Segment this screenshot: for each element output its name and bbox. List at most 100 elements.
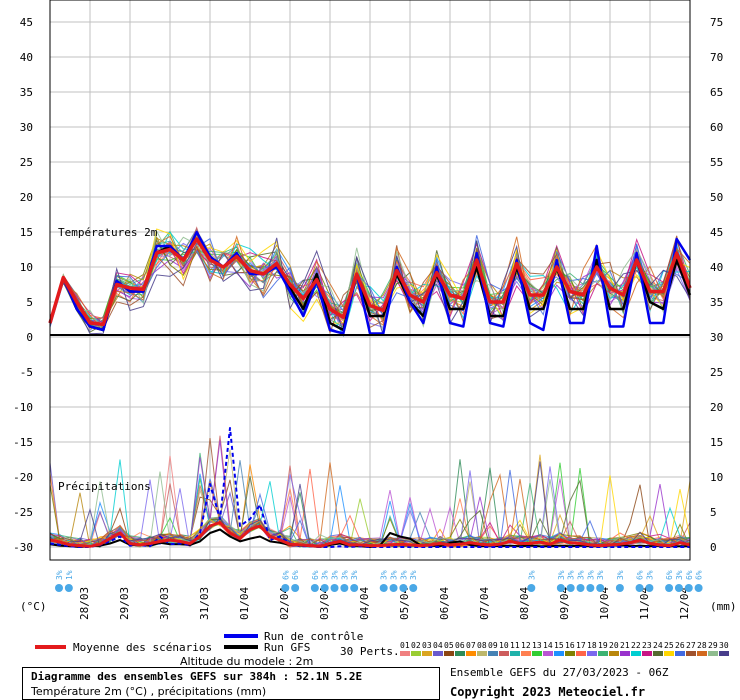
snow-marker: 3% xyxy=(645,570,654,592)
perturbation-temp-line xyxy=(49,249,691,327)
pert-legend-swatch xyxy=(455,651,465,656)
pert-legend-swatch xyxy=(499,651,509,656)
snow-marker: 6% xyxy=(684,570,694,592)
pert-legend-label: 14 xyxy=(543,641,553,650)
pert-legend-swatch xyxy=(466,651,476,656)
snow-marker: 6% xyxy=(635,570,645,592)
pert-legend-swatch xyxy=(411,651,421,656)
left-tick-label: 10 xyxy=(20,261,33,274)
snow-marker: 3% xyxy=(596,570,605,592)
date-label: 06/04 xyxy=(438,587,451,620)
snow-flake-icon xyxy=(556,584,565,592)
precipitation-label: Précipitations xyxy=(58,480,151,493)
pert-legend-swatch xyxy=(510,651,520,656)
snow-marker: 1% xyxy=(64,570,74,592)
pert-legend-label: 26 xyxy=(675,641,685,650)
ensemble-date: Ensemble GEFS du 27/03/2023 - 06Z xyxy=(450,666,669,679)
pert-legend-swatch xyxy=(400,651,410,656)
snow-flake-icon xyxy=(527,584,536,592)
snow-marker: 3% xyxy=(350,570,359,592)
pert-legend-swatch xyxy=(686,651,696,656)
snow-flake-icon xyxy=(64,584,73,592)
snow-percent: 3% xyxy=(409,570,418,580)
snow-flake-icon xyxy=(684,584,693,592)
pert-legend-swatch xyxy=(422,651,432,656)
pert-legend-swatch xyxy=(532,651,542,656)
date-label: 09/04 xyxy=(558,587,571,620)
date-label: 11/04 xyxy=(638,587,651,620)
pert-legend-label: 24 xyxy=(653,641,663,650)
series-precip-line xyxy=(49,521,691,548)
snow-flake-icon xyxy=(615,584,624,592)
pert-legend-swatch xyxy=(598,651,608,656)
pert-legend-swatch xyxy=(444,651,454,656)
snow-markers: 3% 1% 6% 6% 6% 3% 3% 3% 3% 3% 3% 3% 3% 3% 3% 3% 3% 3% 3% 3%… xyxy=(55,570,704,592)
pert-legend-swatch xyxy=(620,651,630,656)
pert-legend-swatch xyxy=(565,651,575,656)
pert-legend-label: 13 xyxy=(532,641,542,650)
series-precip-line xyxy=(49,427,690,548)
date-label: 29/03 xyxy=(118,587,131,620)
snow-flake-icon xyxy=(320,584,329,592)
right-axis-unit: (mm) xyxy=(710,600,737,613)
snow-marker: 3% xyxy=(615,570,625,592)
pert-legend-swatch xyxy=(521,651,531,656)
pert-legend-label: 27 xyxy=(686,641,696,650)
pert-legend-swatch xyxy=(697,651,707,656)
pert-legend-label: 08 xyxy=(477,641,487,650)
snow-flake-icon xyxy=(409,584,418,592)
snow-percent: 3% xyxy=(567,570,576,580)
series-temp-line xyxy=(48,237,692,327)
left-tick-label: 5 xyxy=(26,296,33,309)
snow-flake-icon xyxy=(389,584,398,592)
pert-legend-label: 07 xyxy=(466,641,476,650)
snow-percent: 3% xyxy=(557,570,566,580)
legend-gfs-label: Run GFS xyxy=(264,641,310,654)
legend-control-label: Run de contrôle xyxy=(264,630,363,643)
pert-legend-swatch xyxy=(477,651,487,656)
right-tick-label: 75 xyxy=(710,16,723,29)
snow-marker: 3% xyxy=(586,570,595,592)
snow-marker: 3% xyxy=(320,570,330,592)
snow-percent: 6% xyxy=(695,570,704,580)
snow-percent: 3% xyxy=(331,570,340,580)
date-label: 12/04 xyxy=(678,587,691,620)
perturbation-temp-line xyxy=(49,235,691,336)
series-temp-line xyxy=(48,230,692,335)
left-tick-label: 20 xyxy=(20,191,33,204)
left-tick-label: 30 xyxy=(20,121,33,134)
left-tick-label: -15 xyxy=(13,436,33,449)
legend-mean-label: Moyenne des scénarios xyxy=(73,641,212,654)
snow-flake-icon xyxy=(596,584,605,592)
snow-marker: 3% xyxy=(399,570,408,592)
right-tick-label: 10 xyxy=(710,471,723,484)
snow-percent: 6% xyxy=(281,570,290,580)
snow-percent: 3% xyxy=(380,570,389,580)
right-tick-label: 5 xyxy=(710,506,717,519)
date-label: 02/04 xyxy=(278,587,291,620)
perturbation-temp-line xyxy=(49,239,691,333)
snow-marker: 3% xyxy=(330,570,340,592)
info-box: Diagramme des ensembles GEFS sur 384h : … xyxy=(22,667,440,700)
snow-flake-icon xyxy=(586,584,595,592)
grid xyxy=(49,0,691,560)
pert-legend-label: 28 xyxy=(697,641,707,650)
date-label: 10/04 xyxy=(598,587,611,620)
pert-legend-label: 16 xyxy=(565,641,575,650)
snow-marker: 3% xyxy=(566,570,576,592)
pert-legend-label: 29 xyxy=(708,641,718,650)
left-tick-label: 25 xyxy=(20,156,33,169)
date-axis-labels: 28/03 29/03 30/03 31/03 01/04 02/04 03/04 04/04… xyxy=(78,587,691,620)
left-tick-label: 35 xyxy=(20,86,33,99)
snow-percent: 3% xyxy=(390,570,399,580)
pert-legend-swatch xyxy=(576,651,586,656)
snow-percent: 1% xyxy=(65,570,74,580)
pert-legend-swatch xyxy=(675,651,685,656)
pert-legend-swatch xyxy=(433,651,443,656)
snow-flake-icon xyxy=(281,584,290,592)
snow-percent: 6% xyxy=(685,570,694,580)
right-tick-label: 60 xyxy=(710,121,723,134)
plot-frame xyxy=(49,0,691,561)
right-tick-label: 20 xyxy=(710,401,723,414)
pert-legend-label: 04 xyxy=(433,641,443,650)
